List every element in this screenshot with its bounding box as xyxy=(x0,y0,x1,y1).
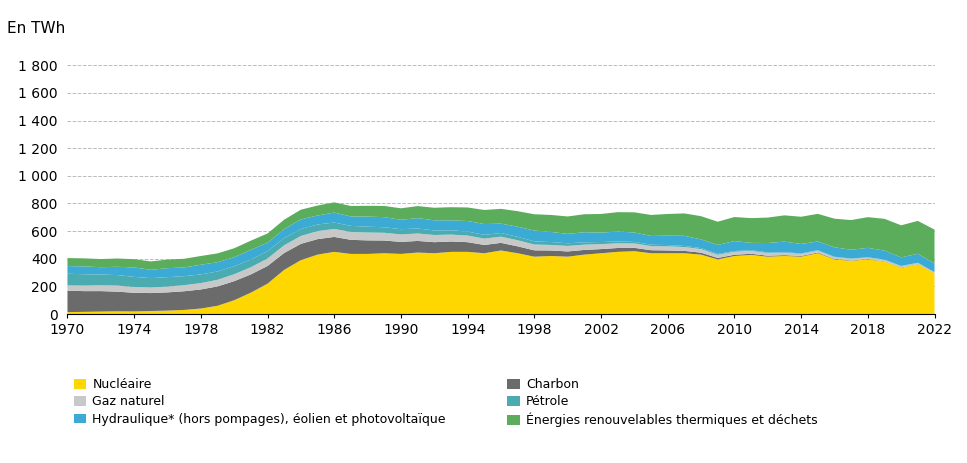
Legend: Charbon, Pétrole, Énergies renouvelables thermiques et déchets: Charbon, Pétrole, Énergies renouvelables… xyxy=(508,378,818,427)
Text: En TWh: En TWh xyxy=(7,21,65,36)
